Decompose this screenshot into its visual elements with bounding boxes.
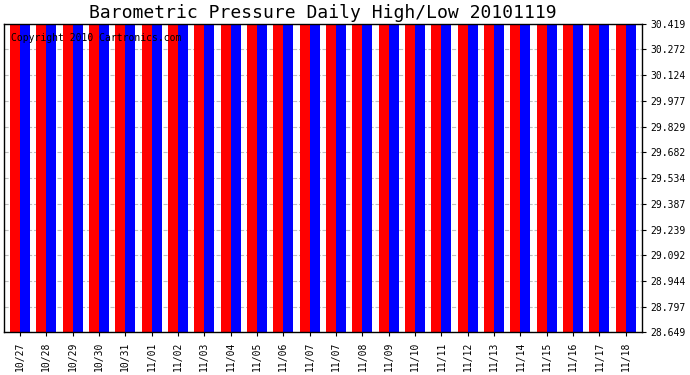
- Bar: [484, 0, 494, 332]
- Bar: [63, 0, 72, 332]
- Bar: [600, 0, 609, 332]
- Bar: [141, 0, 152, 332]
- Bar: [178, 0, 188, 332]
- Bar: [99, 0, 109, 332]
- Text: Copyright 2010 Cartronics.com: Copyright 2010 Cartronics.com: [10, 33, 181, 43]
- Bar: [221, 0, 230, 332]
- Bar: [247, 0, 257, 332]
- Bar: [336, 0, 346, 332]
- Bar: [230, 0, 241, 332]
- Bar: [115, 0, 126, 332]
- Bar: [615, 0, 626, 332]
- Bar: [37, 0, 46, 332]
- Bar: [20, 0, 30, 332]
- Bar: [310, 0, 319, 332]
- Bar: [563, 0, 573, 332]
- Bar: [126, 0, 135, 332]
- Bar: [537, 0, 546, 332]
- Bar: [546, 0, 557, 332]
- Bar: [89, 0, 99, 332]
- Bar: [204, 0, 215, 332]
- Bar: [10, 0, 20, 332]
- Bar: [494, 0, 504, 332]
- Bar: [626, 0, 635, 332]
- Bar: [353, 0, 362, 332]
- Bar: [195, 0, 204, 332]
- Bar: [573, 0, 583, 332]
- Bar: [511, 0, 520, 332]
- Bar: [152, 0, 161, 332]
- Bar: [362, 0, 373, 332]
- Bar: [405, 0, 415, 332]
- Bar: [299, 0, 310, 332]
- Bar: [589, 0, 600, 332]
- Bar: [468, 0, 477, 332]
- Bar: [431, 0, 442, 332]
- Bar: [520, 0, 531, 332]
- Bar: [72, 0, 83, 332]
- Bar: [46, 0, 57, 332]
- Bar: [388, 0, 399, 332]
- Bar: [415, 0, 425, 332]
- Bar: [168, 0, 178, 332]
- Bar: [273, 0, 284, 332]
- Bar: [326, 0, 336, 332]
- Bar: [257, 0, 267, 332]
- Title: Barometric Pressure Daily High/Low 20101119: Barometric Pressure Daily High/Low 20101…: [89, 4, 557, 22]
- Bar: [457, 0, 468, 332]
- Bar: [284, 0, 293, 332]
- Bar: [442, 0, 451, 332]
- Bar: [379, 0, 388, 332]
